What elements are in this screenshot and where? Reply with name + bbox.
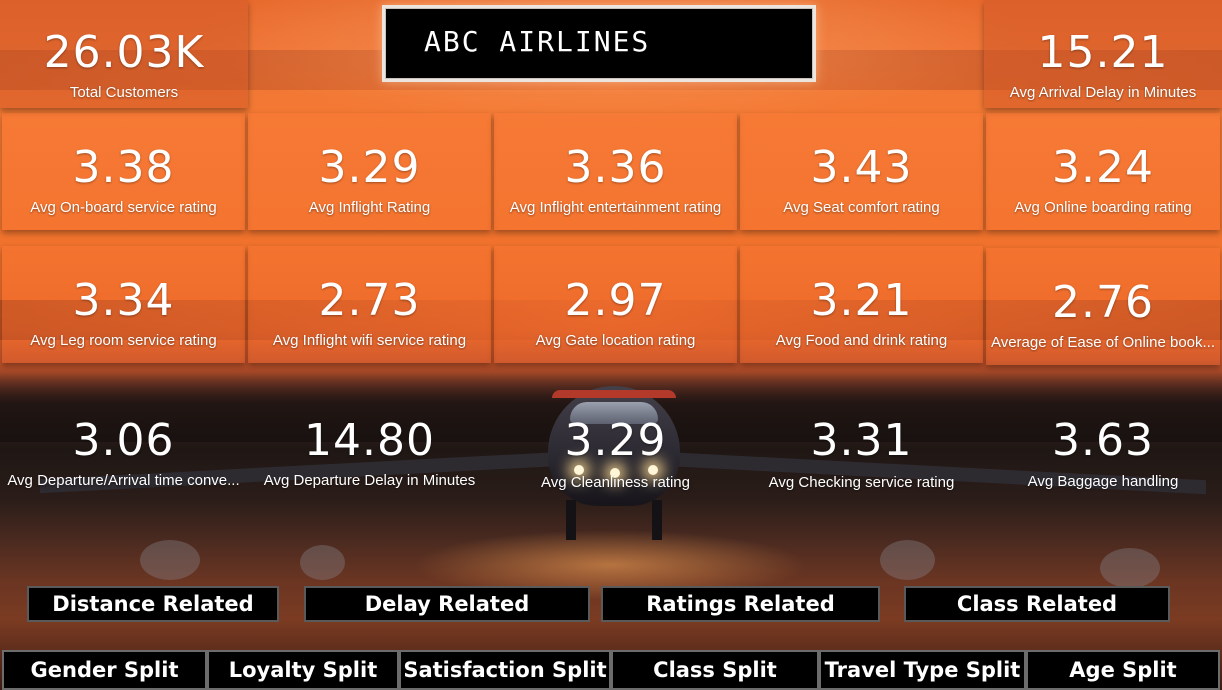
kpi-value: 3.29: [318, 142, 421, 193]
kpi-value: 3.31: [810, 415, 913, 466]
kpi-label: Avg Departure/Arrival time conve...: [7, 472, 240, 489]
kpi-card-total-customers: 26.03K Total Customers: [0, 0, 248, 108]
kpi-label: Avg Inflight entertainment rating: [509, 199, 722, 216]
background-bokeh: [1100, 548, 1160, 588]
travel-type-split-button[interactable]: Travel Type Split: [819, 650, 1026, 690]
kpi-label: Avg Cleanliness rating: [541, 474, 690, 491]
kpi-card-departure-arrival-time: 3.06 Avg Departure/Arrival time conve...: [2, 388, 245, 505]
kpi-value: 3.29: [564, 415, 667, 466]
kpi-value: 2.97: [564, 275, 667, 326]
kpi-value: 3.21: [810, 275, 913, 326]
kpi-label: Avg Food and drink rating: [775, 332, 948, 349]
kpi-value: 3.06: [72, 415, 175, 466]
kpi-label: Average of Ease of Online book...: [990, 334, 1216, 351]
kpi-value: 2.76: [1052, 277, 1154, 328]
kpi-label: Avg Leg room service rating: [30, 332, 217, 349]
class-related-button[interactable]: Class Related: [904, 586, 1170, 622]
kpi-card-baggage-handling: 3.63 Avg Baggage handling: [986, 388, 1220, 505]
kpi-card-inflight-entertainment: 3.36 Avg Inflight entertainment rating: [494, 113, 737, 230]
kpi-label: Avg Inflight Rating: [308, 199, 431, 216]
delay-related-button[interactable]: Delay Related: [304, 586, 590, 622]
background-bokeh: [300, 545, 345, 580]
kpi-value: 2.73: [318, 275, 421, 326]
kpi-label: Avg Seat comfort rating: [783, 199, 940, 216]
kpi-value: 3.36: [564, 142, 667, 193]
kpi-value: 3.24: [1052, 142, 1154, 193]
kpi-value: 3.63: [1052, 415, 1154, 466]
kpi-card-online-boarding: 3.24 Avg Online boarding rating: [986, 113, 1220, 230]
distance-related-button[interactable]: Distance Related: [27, 586, 279, 622]
kpi-label: Avg Inflight wifi service rating: [272, 332, 467, 349]
title-banner-inner: [385, 8, 813, 79]
landing-light: [574, 465, 584, 475]
kpi-label: Avg Gate location rating: [535, 332, 696, 349]
ratings-related-button[interactable]: Ratings Related: [601, 586, 880, 622]
background-cloud: [0, 300, 1222, 340]
kpi-card-avg-arrival-delay: 15.21 Avg Arrival Delay in Minutes: [984, 0, 1222, 108]
kpi-card-food-drink: 3.21 Avg Food and drink rating: [740, 246, 983, 363]
kpi-card-departure-delay: 14.80 Avg Departure Delay in Minutes: [248, 388, 491, 505]
class-split-button[interactable]: Class Split: [611, 650, 819, 690]
kpi-label: Avg On-board service rating: [30, 199, 217, 216]
title-banner: ABC AIRLINES: [382, 5, 816, 82]
kpi-label: Avg Baggage handling: [1027, 473, 1179, 490]
airplane-landing-gear: [652, 500, 662, 540]
kpi-card-ease-online-booking: 2.76 Average of Ease of Online book...: [986, 248, 1220, 365]
kpi-card-cleanliness: 3.29 Avg Cleanliness rating: [494, 388, 737, 505]
kpi-value: 15.21: [1037, 27, 1169, 78]
kpi-card-inflight: 3.29 Avg Inflight Rating: [248, 113, 491, 230]
loyalty-split-button[interactable]: Loyalty Split: [207, 650, 399, 690]
kpi-value: 3.38: [72, 142, 175, 193]
kpi-label: Total Customers: [69, 84, 179, 101]
kpi-card-onboard-service: 3.38 Avg On-board service rating: [2, 113, 245, 230]
kpi-value: 3.34: [72, 275, 175, 326]
kpi-label: Avg Checking service rating: [768, 474, 955, 491]
kpi-label: Avg Online boarding rating: [1014, 199, 1192, 216]
kpi-value: 26.03K: [43, 27, 205, 78]
kpi-card-leg-room: 3.34 Avg Leg room service rating: [2, 246, 245, 363]
background-bokeh: [140, 540, 200, 580]
kpi-value: 3.43: [810, 142, 913, 193]
kpi-card-inflight-wifi: 2.73 Avg Inflight wifi service rating: [248, 246, 491, 363]
airplane-stripe: [552, 390, 676, 398]
kpi-label: Avg Departure Delay in Minutes: [263, 472, 476, 489]
age-split-button[interactable]: Age Split: [1026, 650, 1220, 690]
landing-light: [648, 465, 658, 475]
kpi-label: Avg Arrival Delay in Minutes: [1009, 84, 1197, 101]
kpi-card-seat-comfort: 3.43 Avg Seat comfort rating: [740, 113, 983, 230]
kpi-value: 14.80: [304, 415, 435, 466]
kpi-card-gate-location: 2.97 Avg Gate location rating: [494, 246, 737, 363]
airplane-landing-gear: [566, 500, 576, 540]
page-title: ABC AIRLINES: [424, 25, 651, 58]
landing-light: [610, 468, 620, 478]
gender-split-button[interactable]: Gender Split: [2, 650, 207, 690]
kpi-card-checking-service: 3.31 Avg Checking service rating: [740, 388, 983, 505]
airplane-cockpit: [570, 402, 658, 424]
background-bokeh: [880, 540, 935, 580]
satisfaction-split-button[interactable]: Satisfaction Split: [399, 650, 611, 690]
